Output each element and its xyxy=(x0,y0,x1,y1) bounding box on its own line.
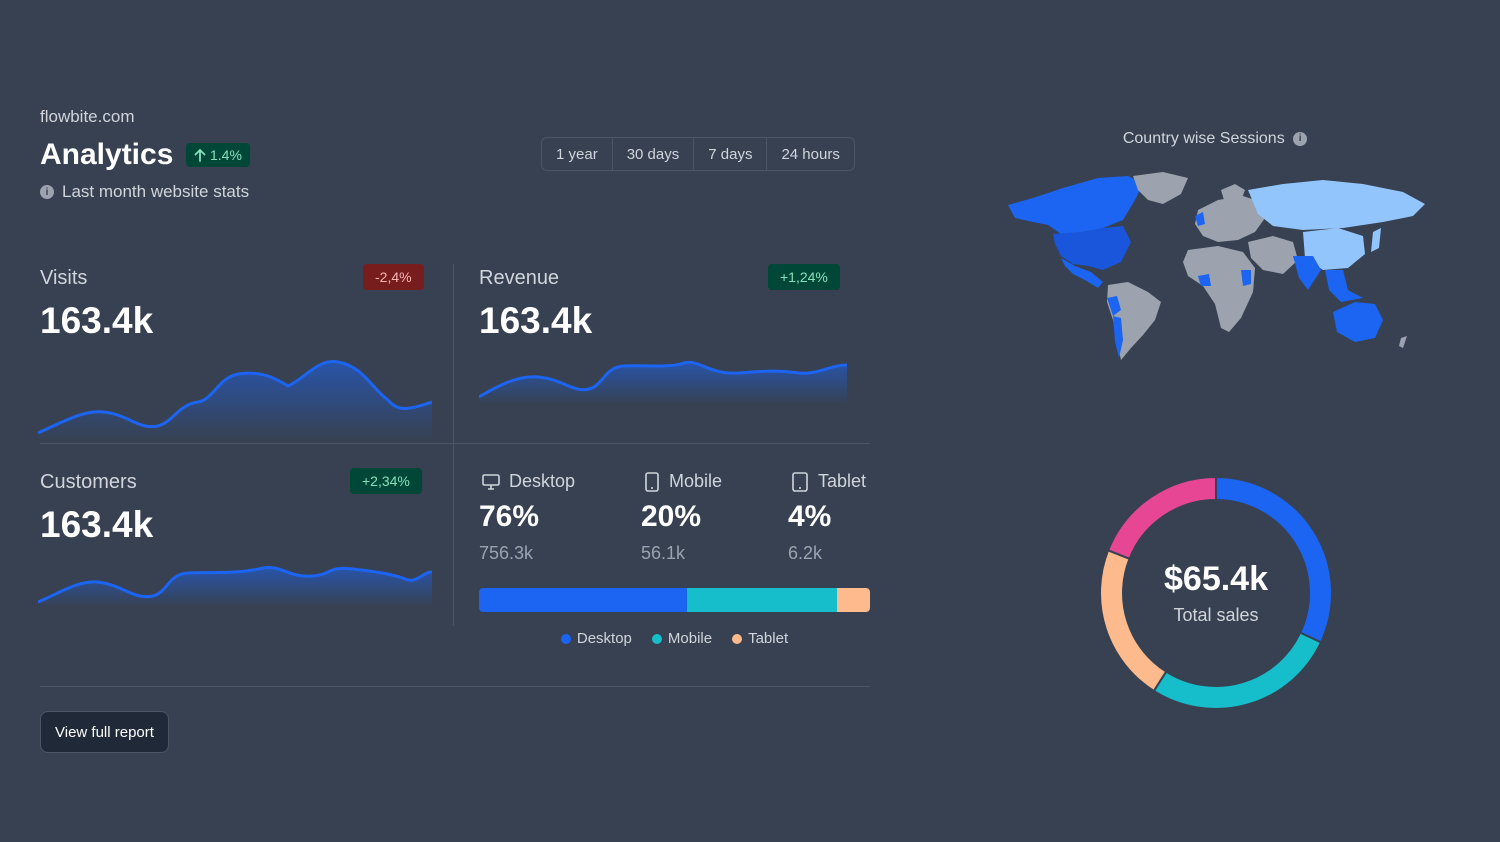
customers-value: 163.4k xyxy=(40,504,154,545)
legend-mobile-text: Mobile xyxy=(667,630,713,647)
map-region-europe xyxy=(1195,196,1265,242)
visits-sparkline-line xyxy=(38,360,432,435)
arrow-up-icon xyxy=(194,148,206,162)
revenue-sparkline-line xyxy=(479,360,847,399)
donut-center: $65.4k Total sales xyxy=(1088,560,1344,626)
visits-sparkline-area xyxy=(38,361,432,440)
revenue-label: Revenue xyxy=(479,267,560,289)
map-region-mexico xyxy=(1061,258,1103,288)
map-region-usa xyxy=(1053,226,1131,270)
customers-label: Customers xyxy=(40,471,137,493)
visits-label: Visits xyxy=(40,267,88,289)
map-region-southeast-asia xyxy=(1325,270,1363,302)
map-region-uk xyxy=(1195,212,1205,226)
device-tablet-name: Tablet xyxy=(818,471,867,491)
desktop-icon xyxy=(482,473,500,490)
total-sales-label: Total sales xyxy=(1173,605,1259,625)
donut-segment-4 xyxy=(1106,475,1217,561)
map-info-icon: i xyxy=(1293,131,1308,146)
legend-desktop-dot xyxy=(560,633,571,644)
revenue-sparkline xyxy=(479,360,847,405)
view-full-report-button[interactable]: View full report xyxy=(40,711,169,753)
revenue-value: 163.4k xyxy=(479,300,593,341)
customers-sparkline xyxy=(38,566,432,608)
legend-desktop-text: Desktop xyxy=(576,630,632,647)
tablet-icon xyxy=(792,471,808,492)
map-region-nigeria xyxy=(1198,274,1211,286)
device-bar-segment-tablet xyxy=(836,588,870,612)
visits-value: 163.4k xyxy=(40,300,154,341)
map-region-japan xyxy=(1371,228,1381,252)
device-desktop-value: 756.3k xyxy=(479,543,534,563)
map-title: Country wise Sessions i xyxy=(1005,130,1425,148)
sales-donut-chart xyxy=(1099,475,1333,710)
range-1-year[interactable]: 1 year xyxy=(542,138,613,170)
map-region-scandinavia xyxy=(1221,184,1245,210)
legend-desktop: Desktop xyxy=(560,630,632,647)
world-map xyxy=(1008,172,1425,360)
device-legend: Desktop Mobile Tablet xyxy=(479,630,870,647)
device-mobile-pct: 20% xyxy=(641,500,702,533)
donut-segment-2 xyxy=(1152,631,1323,710)
grid-divider-horizontal xyxy=(40,443,870,444)
page-subtitle: i Last month website stats xyxy=(40,182,249,202)
total-sales-value: $65.4k xyxy=(1164,560,1268,598)
visits-change-badge: -2,4% xyxy=(363,264,424,290)
range-selector: 1 year 30 days 7 days 24 hours xyxy=(541,137,855,171)
device-bar-segment-desktop xyxy=(479,588,687,612)
device-tablet-pct: 4% xyxy=(788,500,832,533)
map-region-ethiopia xyxy=(1241,270,1251,286)
growth-badge-value: 1.4% xyxy=(210,147,242,163)
legend-tablet-text: Tablet xyxy=(748,630,789,647)
map-region-india xyxy=(1293,256,1321,290)
map-region-russia xyxy=(1248,180,1425,230)
revenue-sparkline-area xyxy=(479,362,847,405)
map-region-middle-east xyxy=(1248,236,1298,274)
customers-change-badge: +2,34% xyxy=(350,468,422,494)
device-bar-segment-mobile xyxy=(687,588,837,612)
range-7-days[interactable]: 7 days xyxy=(694,138,768,170)
device-tablet-value: 6.2k xyxy=(788,543,823,563)
customers-sparkline-area xyxy=(38,567,432,608)
device-share-bar xyxy=(479,588,870,612)
map-region-greenland xyxy=(1133,172,1188,204)
range-30-days[interactable]: 30 days xyxy=(613,138,695,170)
legend-tablet-dot xyxy=(732,633,743,644)
map-title-text: Country wise Sessions xyxy=(1122,130,1285,147)
map-region-new-zealand xyxy=(1399,336,1407,348)
map-region-africa xyxy=(1183,246,1255,332)
device-tablet-label: Tablet xyxy=(790,471,866,492)
page-title: Analytics xyxy=(40,138,174,171)
device-mobile-name: Mobile xyxy=(669,471,723,491)
footer-divider xyxy=(40,686,870,687)
mobile-icon xyxy=(645,471,659,492)
grid-divider-vertical xyxy=(453,264,454,626)
info-icon: i xyxy=(40,185,54,199)
legend-tablet: Tablet xyxy=(732,630,788,647)
map-region-australia xyxy=(1333,302,1383,342)
device-desktop-pct: 76% xyxy=(479,500,540,533)
customers-sparkline-line xyxy=(38,566,432,604)
map-region-china xyxy=(1303,228,1365,270)
map-region-chile xyxy=(1113,316,1123,358)
device-mobile-label: Mobile xyxy=(643,471,722,492)
device-mobile-value: 56.1k xyxy=(641,543,686,563)
legend-mobile-dot xyxy=(651,633,662,644)
range-24-hours[interactable]: 24 hours xyxy=(781,145,840,163)
visits-sparkline xyxy=(38,360,432,440)
map-region-peru xyxy=(1107,296,1121,316)
device-desktop-label: Desktop xyxy=(481,471,575,492)
map-region-canada xyxy=(1008,176,1143,234)
legend-mobile: Mobile xyxy=(651,630,713,647)
page-subtitle-text: Last month website stats xyxy=(62,182,250,201)
growth-badge: 1.4% xyxy=(186,143,250,167)
device-desktop-name: Desktop xyxy=(509,471,576,491)
revenue-change-badge: +1,24% xyxy=(768,264,840,290)
site-name: flowbite.com xyxy=(40,107,135,126)
